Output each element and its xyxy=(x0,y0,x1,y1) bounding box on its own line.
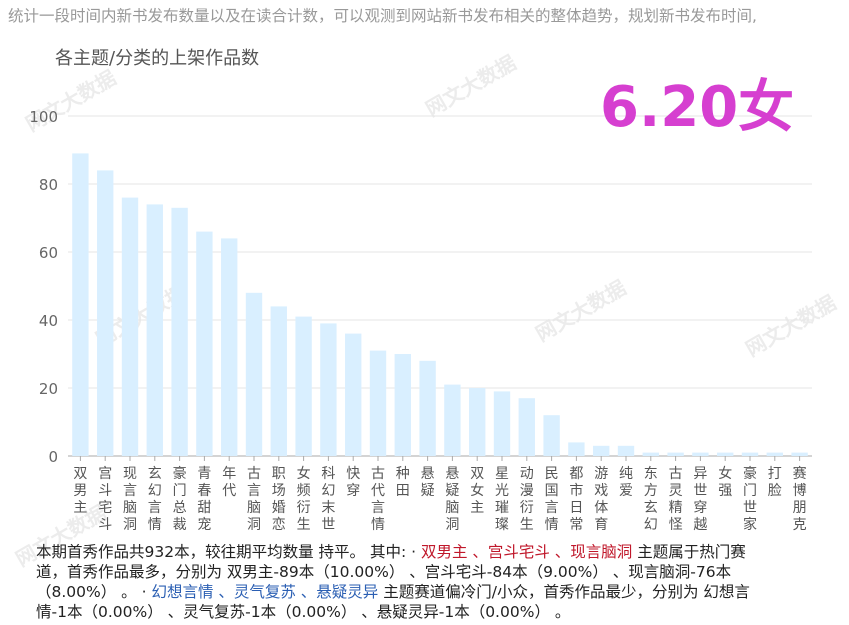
bar xyxy=(394,354,411,456)
x-tick-label: 女频衍生 xyxy=(297,465,311,533)
x-tick-label: 东方玄幻 xyxy=(644,466,658,533)
x-tick-label: 种田 xyxy=(396,466,410,499)
bar xyxy=(692,452,709,456)
bar xyxy=(221,238,238,456)
x-tick-label: 异世穿越 xyxy=(693,466,707,533)
bar xyxy=(320,323,337,456)
x-tick-label: 赛博朋克 xyxy=(793,466,807,533)
bar xyxy=(766,452,783,456)
bar xyxy=(196,231,213,456)
x-tick-label: 年代 xyxy=(222,466,236,499)
bar xyxy=(543,415,560,456)
bar xyxy=(444,384,461,456)
x-tick-label: 女强 xyxy=(718,465,732,499)
y-tick-label: 60 xyxy=(39,244,58,262)
x-tick-label: 游戏体育 xyxy=(594,466,608,533)
bar xyxy=(72,153,89,456)
x-tick-label: 动漫衍生 xyxy=(520,466,534,533)
bar xyxy=(642,452,659,456)
x-tick-label: 宫斗宅斗 xyxy=(98,466,112,533)
bar xyxy=(121,197,139,456)
x-tick-label: 豪门总裁 xyxy=(173,466,187,533)
x-tick-label: 民国言情 xyxy=(545,466,559,533)
y-tick-label: 40 xyxy=(39,312,58,330)
x-tick-label: 双男主 xyxy=(73,466,87,516)
bar xyxy=(518,398,535,456)
x-tick-label: 悬疑脑洞 xyxy=(445,466,459,533)
bar xyxy=(568,442,585,456)
x-tick-label: 打脸 xyxy=(768,465,782,499)
x-tick-label: 玄幻言情 xyxy=(148,465,162,533)
bar xyxy=(493,391,511,456)
x-tick-label: 科幻末世 xyxy=(321,466,335,533)
bar xyxy=(469,388,486,456)
summary-cold-detail: 主题赛道偏冷门/小众，首秀作品最少，分别为 幻想言情-1本（0.00%） 、灵气… xyxy=(36,583,750,621)
x-tick-label: 青春甜宠 xyxy=(197,466,211,533)
x-tick-label: 纯爱 xyxy=(619,466,633,499)
bar xyxy=(171,207,188,456)
bar xyxy=(345,333,362,456)
cold-topics: 幻想言情 、灵气复苏 、悬疑灵异 xyxy=(151,583,379,601)
hot-topics: 双男主 、宫斗宅斗 、现言脑洞 xyxy=(420,543,633,561)
bar xyxy=(791,452,808,456)
bar xyxy=(295,316,312,456)
bar xyxy=(270,306,287,456)
x-tick-label: 都市日常 xyxy=(569,466,583,533)
bar xyxy=(741,452,759,456)
bar xyxy=(667,452,684,456)
bar-chart: 0 20 40 60 80 100 双男主宫斗宅斗现言脑洞玄幻言情豪门总裁青春甜宠年代古言脑… xyxy=(29,108,812,533)
y-tick-label: 100 xyxy=(29,108,58,126)
summary-intro: 本期首秀作品共932本，较往期平均数量 持平。 其中: · xyxy=(36,543,421,561)
bar xyxy=(593,445,610,456)
bar xyxy=(97,170,114,456)
bar xyxy=(617,445,635,456)
x-tick-label: 快穿 xyxy=(346,466,360,499)
summary-text: 本期首秀作品共932本，较往期平均数量 持平。 其中: · 双男主 、宫斗宅斗 … xyxy=(36,542,776,622)
x-tick-label: 双女主 xyxy=(470,466,484,516)
x-tick-label: 古言脑洞 xyxy=(247,466,261,533)
intro-text: 统计一段时间内新书发布数量以及在读合计数，可以观测到网站新书发布相关的整体趋势，… xyxy=(8,7,757,25)
bar xyxy=(245,292,263,456)
summary-hot-detail: 主题属于热门赛道，首秀作品最多，分别为 双男主-89本（10.00%） 、宫斗宅… xyxy=(36,543,746,601)
x-tick-label: 星光璀璨 xyxy=(495,466,509,533)
bar xyxy=(369,350,387,456)
bar xyxy=(419,360,436,456)
bar xyxy=(717,452,734,456)
y-tick-label: 0 xyxy=(48,448,58,466)
x-tick-label: 悬疑 xyxy=(421,466,435,499)
x-tick-label: 古灵精怪 xyxy=(669,466,683,533)
x-tick-label: 现言脑洞 xyxy=(123,466,137,533)
x-tick-label: 豪门世家 xyxy=(743,466,757,533)
bar xyxy=(146,204,163,456)
y-tick-label: 20 xyxy=(39,380,58,398)
x-tick-label: 古代言情 xyxy=(371,466,385,533)
y-tick-label: 80 xyxy=(39,176,58,194)
date-label: 6.20女 xyxy=(600,75,795,140)
x-tick-label: 职场婚恋 xyxy=(272,466,286,533)
chart-title: 各主题/分类的上架作品数 xyxy=(55,48,260,69)
